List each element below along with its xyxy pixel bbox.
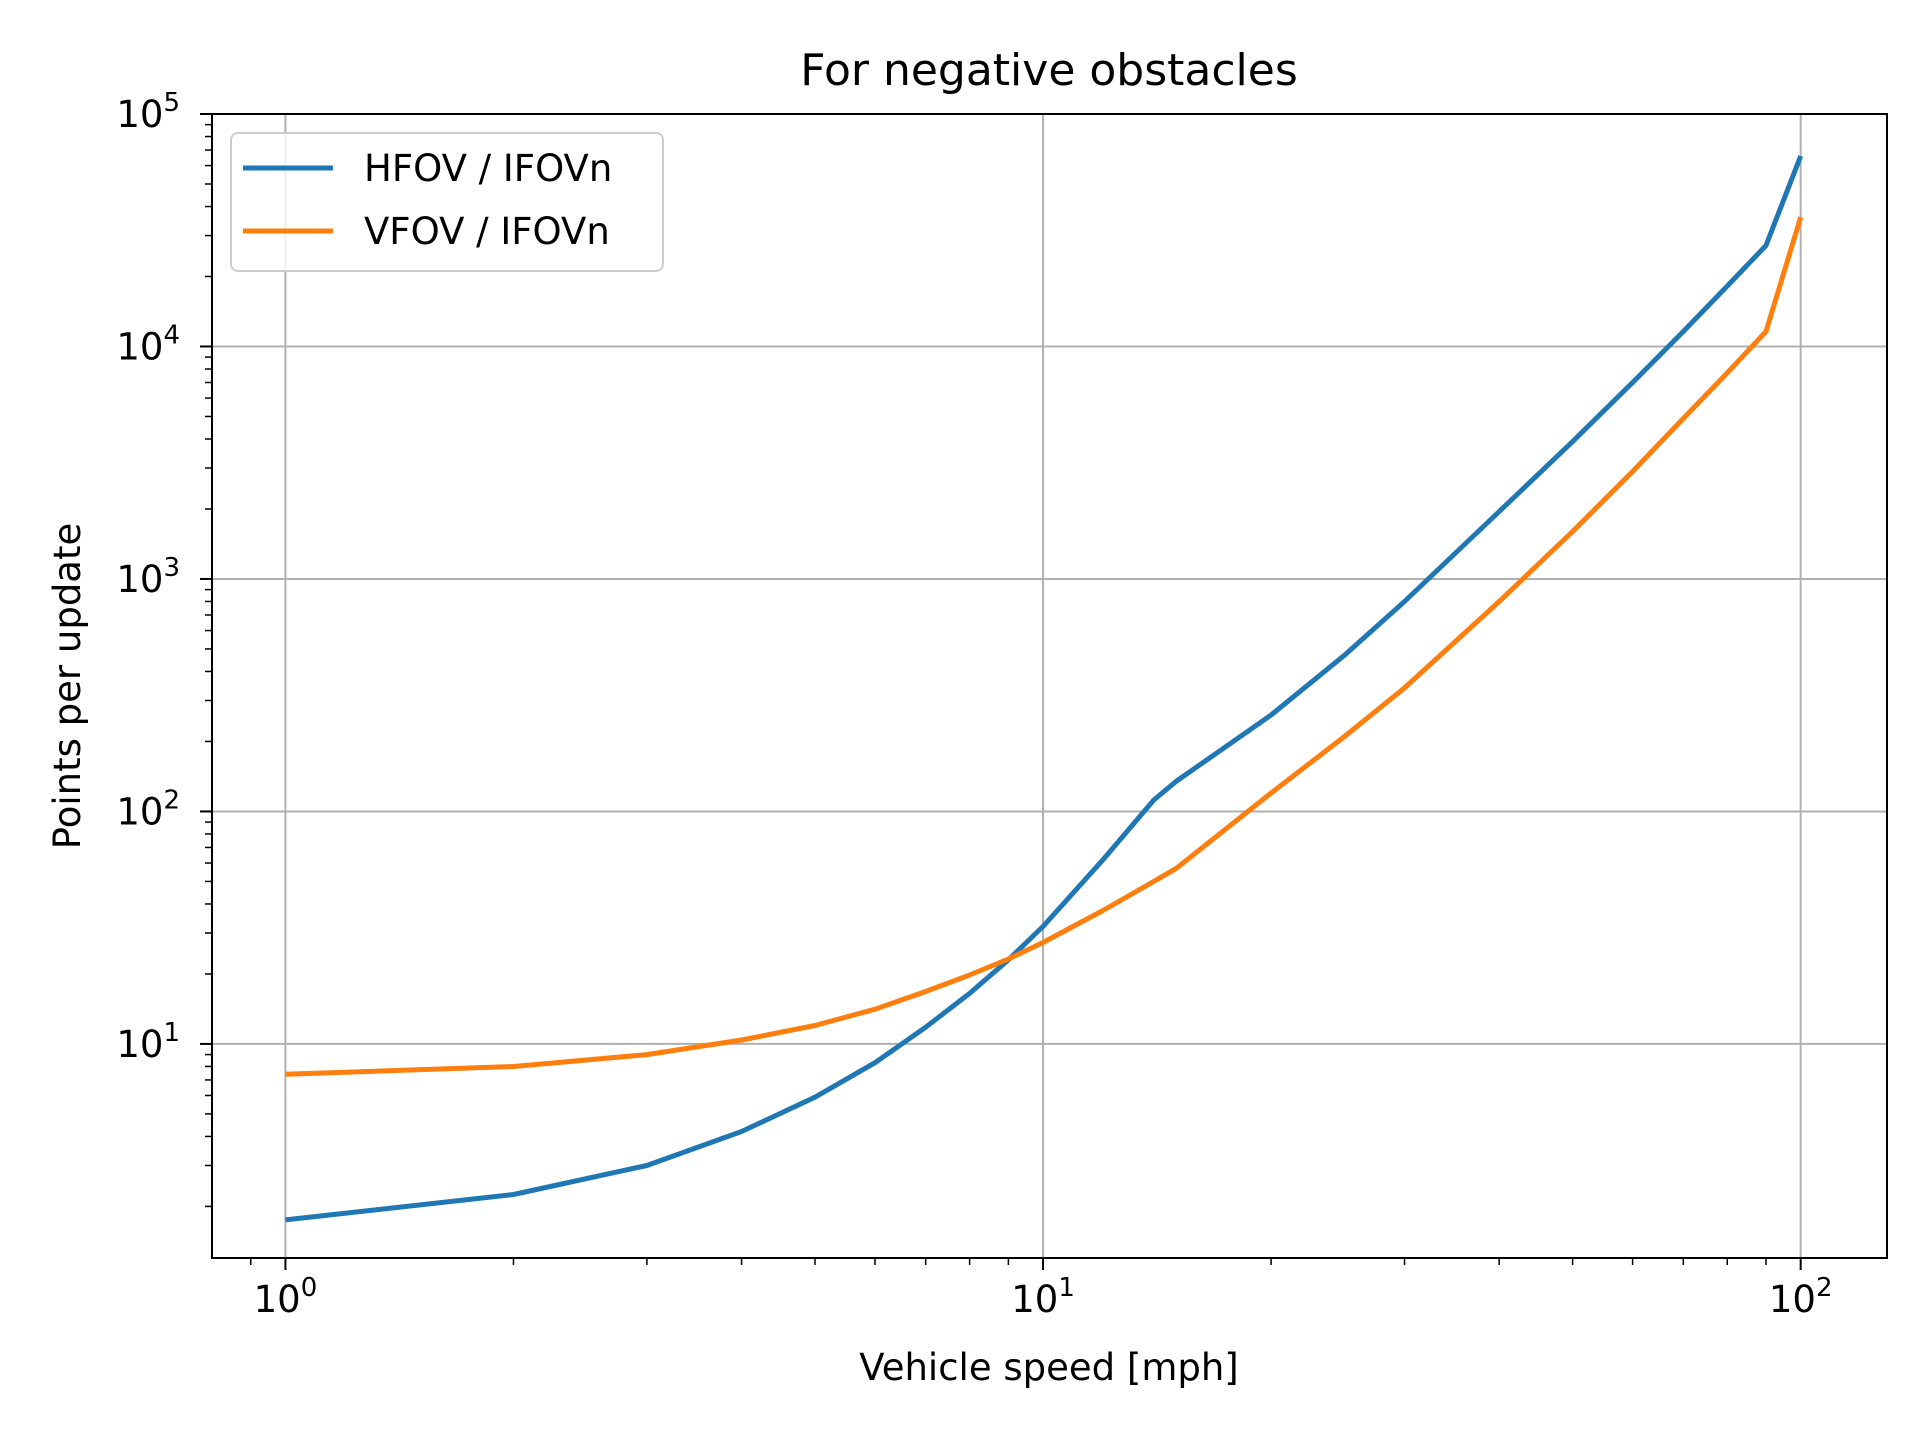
x-tick-label-mantissa: 10 — [1011, 1278, 1058, 1321]
y-tick-label-exponent: 5 — [163, 88, 180, 118]
legend-label-hfov: HFOV / IFOVn — [364, 147, 612, 190]
y-tick-label-exponent: 4 — [163, 320, 180, 350]
plot-frame — [211, 113, 1888, 1259]
series-layer — [285, 155, 1804, 1223]
x-tick-label-mantissa: 10 — [1769, 1278, 1816, 1321]
series-line-hfov — [285, 155, 1804, 1223]
legend-box — [230, 132, 664, 272]
x-tick-label-mantissa: 10 — [254, 1278, 301, 1321]
y-tick-label: 105 — [116, 88, 180, 136]
y-tick-label: 102 — [116, 785, 180, 833]
y-tick-label-mantissa: 10 — [116, 790, 163, 833]
y-tick-label-mantissa: 10 — [116, 325, 163, 368]
y-tick-label-mantissa: 10 — [116, 93, 163, 136]
x-tick-label: 100 — [254, 1273, 318, 1321]
chart-title: For negative obstacles — [800, 45, 1298, 96]
y-tick-label-exponent: 2 — [163, 785, 180, 815]
y-axis-label: Points per update — [46, 523, 89, 850]
legend: HFOV / IFOVn VFOV / IFOVn — [230, 132, 664, 272]
y-tick-label: 103 — [116, 553, 180, 601]
x-tick-label: 102 — [1769, 1273, 1833, 1321]
x-tick-label-exponent: 1 — [1058, 1273, 1075, 1303]
y-tick-label-mantissa: 10 — [116, 558, 163, 601]
y-tick-label-exponent: 1 — [163, 1018, 180, 1048]
series-line-vfov — [285, 216, 1804, 1077]
y-tick-label: 101 — [116, 1018, 180, 1066]
legend-label-vfov: VFOV / IFOVn — [364, 210, 610, 253]
y-tick-label-exponent: 3 — [163, 553, 180, 583]
x-tick-label: 101 — [1011, 1273, 1075, 1321]
minor-ticks — [205, 123, 1767, 1265]
major-ticks — [200, 113, 1802, 1270]
x-tick-label-exponent: 2 — [1816, 1273, 1833, 1303]
plot-area — [212, 114, 1887, 1258]
x-axis-label: Vehicle speed [mph] — [859, 1346, 1238, 1389]
x-tick-label-exponent: 0 — [301, 1273, 318, 1303]
y-tick-label: 104 — [116, 320, 180, 368]
y-tick-label-mantissa: 10 — [116, 1023, 163, 1066]
